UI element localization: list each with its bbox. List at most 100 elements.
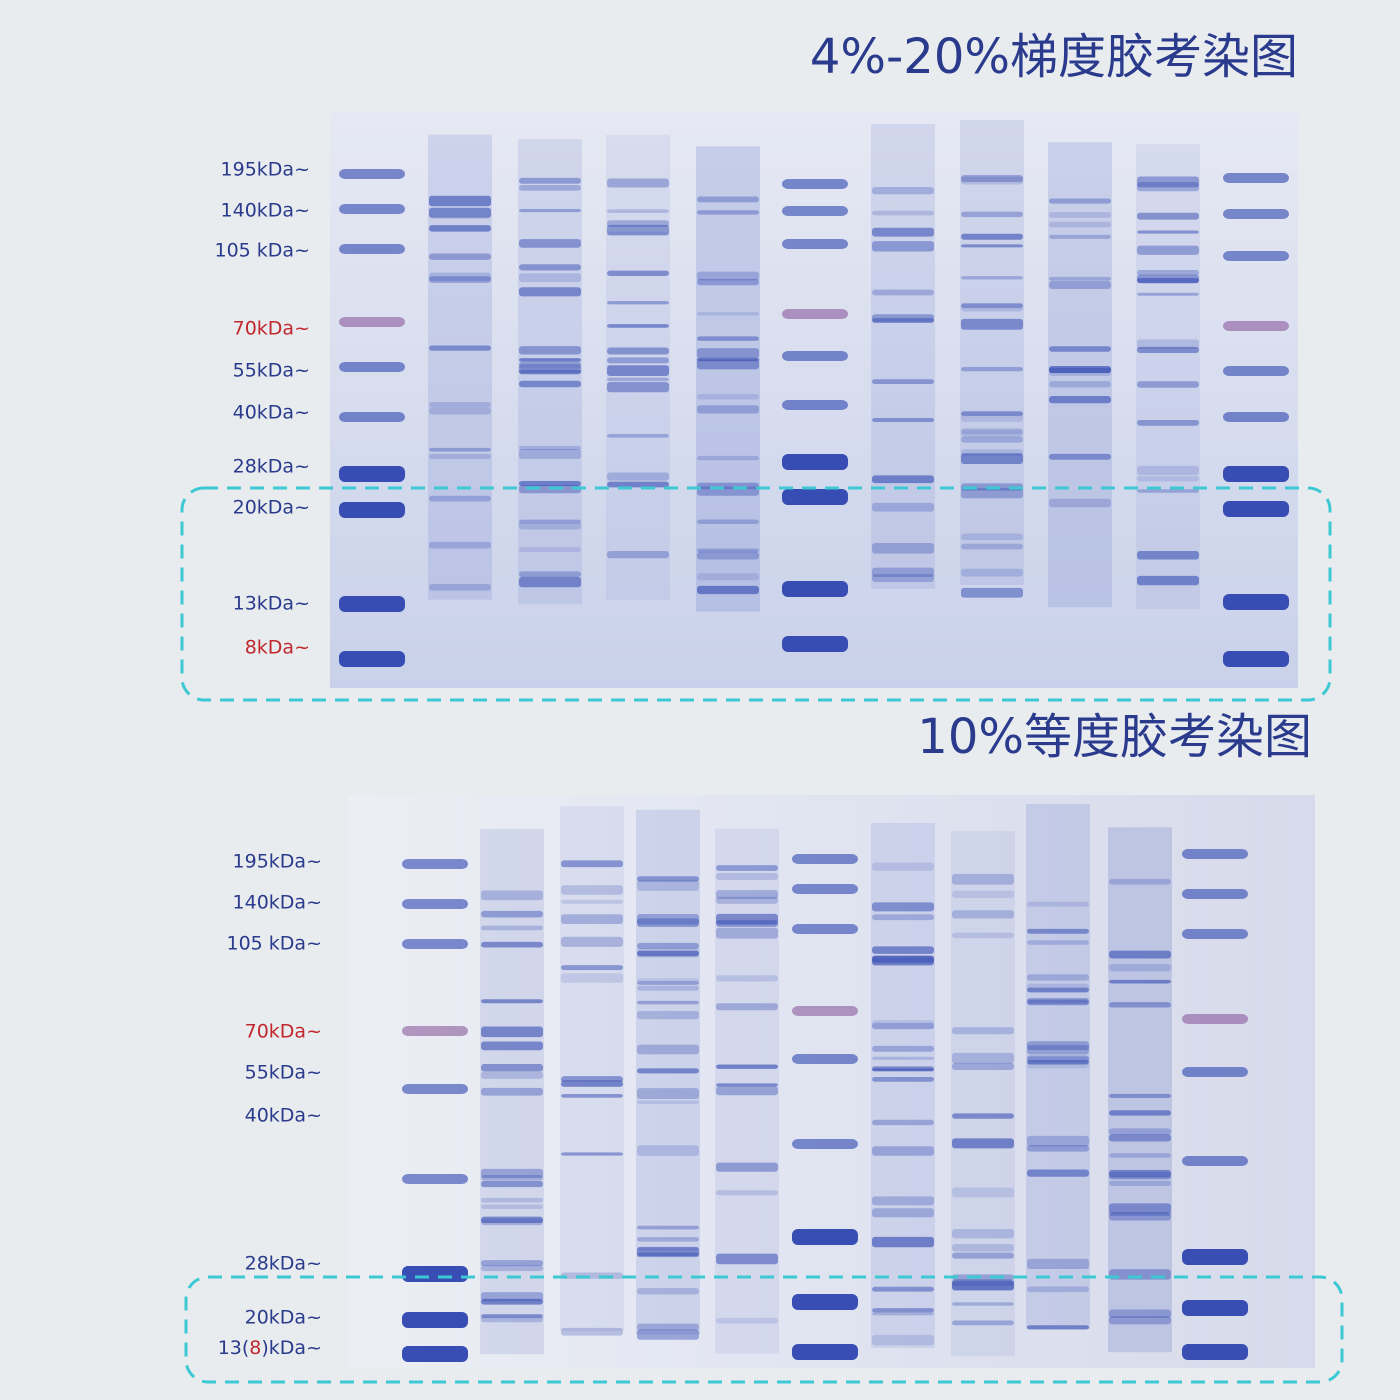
lane-band bbox=[872, 1068, 934, 1072]
marker-band bbox=[792, 884, 858, 894]
lane-band bbox=[952, 1281, 1014, 1292]
lane-band bbox=[429, 402, 491, 408]
lane-band bbox=[481, 999, 543, 1004]
lane-band bbox=[481, 1265, 543, 1272]
lane-band bbox=[716, 896, 778, 904]
lane-smear bbox=[960, 119, 1024, 585]
marker-band bbox=[792, 1344, 858, 1360]
lane-band bbox=[607, 382, 669, 393]
lane-band bbox=[1027, 940, 1089, 945]
lane-band bbox=[1137, 475, 1199, 482]
lane-smear bbox=[871, 822, 935, 1348]
lane-band bbox=[961, 411, 1023, 417]
lane-band bbox=[961, 453, 1023, 464]
marker-band bbox=[339, 596, 405, 612]
marker-band bbox=[402, 1266, 468, 1282]
lane-band bbox=[716, 927, 778, 939]
lane-band bbox=[1109, 1153, 1171, 1158]
lane-band bbox=[1027, 998, 1089, 1003]
marker-band bbox=[1223, 501, 1289, 517]
marker-label: 20kDa~ bbox=[245, 1307, 322, 1329]
lane-smear bbox=[1026, 803, 1090, 1329]
marker-label: 20kDa~ bbox=[233, 497, 310, 519]
lane-band bbox=[1027, 983, 1089, 993]
lane-band bbox=[716, 1317, 778, 1324]
marker-band bbox=[402, 1026, 468, 1036]
lane-band bbox=[1027, 1169, 1089, 1177]
marker-label: 55kDa~ bbox=[233, 360, 310, 382]
lane-band bbox=[637, 978, 699, 985]
lane-band bbox=[561, 860, 623, 868]
lane-band bbox=[872, 314, 934, 322]
lane-band bbox=[519, 358, 581, 362]
lane-band bbox=[519, 546, 581, 553]
lane-band bbox=[429, 208, 491, 219]
lane-band bbox=[429, 272, 491, 281]
lane-band bbox=[1049, 281, 1111, 289]
lane-band bbox=[1027, 1045, 1089, 1055]
lane-band bbox=[1137, 381, 1199, 388]
lane-band bbox=[519, 362, 581, 369]
lane-band bbox=[561, 899, 623, 904]
lane-band bbox=[961, 568, 1023, 577]
label-part: )kDa~ bbox=[261, 1337, 322, 1359]
marker-band bbox=[1223, 594, 1289, 610]
lane-band bbox=[481, 1313, 543, 1319]
lane-band bbox=[637, 918, 699, 927]
lane-band bbox=[607, 551, 669, 559]
lane-band bbox=[1109, 1309, 1171, 1318]
lane-band bbox=[961, 487, 1023, 499]
lane-band bbox=[519, 480, 581, 487]
lane-band bbox=[1049, 198, 1111, 204]
marker-band bbox=[402, 859, 468, 869]
lane-band bbox=[872, 574, 934, 582]
marker-label: 140kDa~ bbox=[233, 892, 322, 914]
lane-band bbox=[1049, 381, 1111, 388]
lane-band bbox=[697, 573, 759, 581]
lane-band bbox=[429, 276, 491, 283]
marker-band bbox=[1182, 849, 1248, 859]
lane-band bbox=[716, 1162, 778, 1172]
lane-band bbox=[637, 1287, 699, 1295]
lane-band bbox=[607, 301, 669, 305]
lane-smear bbox=[480, 829, 544, 1355]
lane-band bbox=[1027, 1286, 1089, 1293]
lane-band bbox=[952, 1302, 1014, 1306]
lane-band bbox=[429, 345, 491, 351]
lane-band bbox=[481, 1026, 543, 1038]
lane-band bbox=[872, 1196, 934, 1206]
marker-label: 105 kDa~ bbox=[214, 240, 310, 262]
marker-label: 13kDa~ bbox=[233, 593, 310, 615]
lane-band bbox=[952, 1027, 1014, 1035]
marker-band bbox=[339, 169, 405, 179]
marker-label: 40kDa~ bbox=[233, 402, 310, 424]
lane-band bbox=[1027, 1135, 1089, 1147]
lane-band bbox=[697, 393, 759, 400]
lane-band bbox=[697, 455, 759, 461]
lane-band bbox=[1137, 419, 1199, 426]
lane-band bbox=[1027, 1258, 1089, 1269]
lane-band bbox=[716, 1190, 778, 1196]
lane-band bbox=[697, 405, 759, 414]
gel-title: 4%-20%梯度胶考染图 bbox=[810, 29, 1298, 85]
lane-band bbox=[697, 359, 759, 370]
marker-band bbox=[792, 1229, 858, 1245]
lane-band bbox=[961, 176, 1023, 185]
lane-band bbox=[1049, 453, 1111, 460]
marker-band bbox=[782, 239, 848, 249]
lane-band bbox=[1137, 277, 1199, 283]
lane-band bbox=[1027, 1060, 1089, 1065]
lane-band bbox=[607, 324, 669, 328]
lane-band bbox=[519, 264, 581, 271]
lane-band bbox=[1027, 1041, 1089, 1051]
label-part: 8 bbox=[249, 1337, 261, 1359]
lane-band bbox=[607, 347, 669, 355]
lane-band bbox=[1109, 1169, 1171, 1178]
marker-label: 8kDa~ bbox=[245, 637, 310, 659]
lane-band bbox=[481, 890, 543, 901]
lane-band bbox=[637, 1246, 699, 1257]
lane-band bbox=[716, 920, 778, 927]
lane-band bbox=[697, 348, 759, 359]
lane-band bbox=[952, 1113, 1014, 1119]
